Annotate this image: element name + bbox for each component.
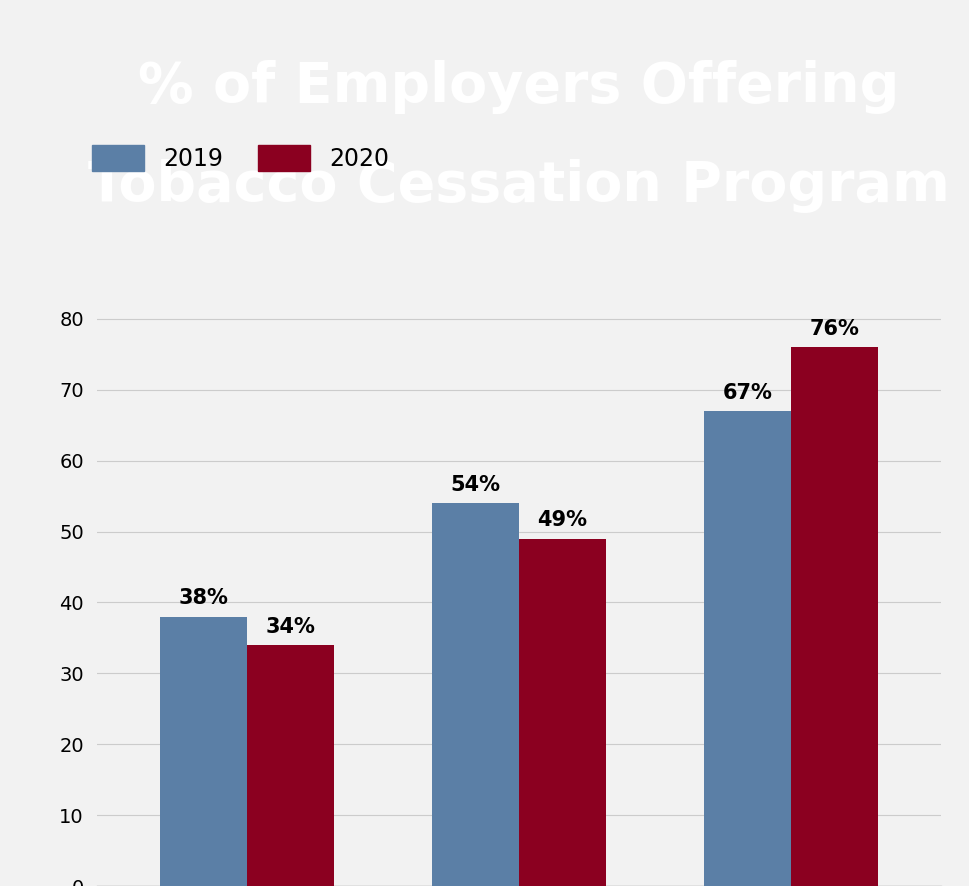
Text: 67%: 67% bbox=[722, 383, 771, 402]
Bar bbox=[246, 645, 333, 886]
Legend: 2019, 2020: 2019, 2020 bbox=[92, 145, 389, 171]
Text: Tobacco Cessation Program: Tobacco Cessation Program bbox=[88, 159, 949, 213]
Text: 76%: 76% bbox=[809, 319, 859, 338]
Text: 49%: 49% bbox=[537, 510, 587, 530]
Bar bbox=[791, 347, 877, 886]
Bar bbox=[160, 617, 246, 886]
Text: % of Employers Offering: % of Employers Offering bbox=[139, 60, 898, 113]
Bar bbox=[431, 503, 518, 886]
Bar bbox=[703, 411, 791, 886]
Text: 54%: 54% bbox=[450, 475, 500, 494]
Text: 34%: 34% bbox=[266, 617, 315, 636]
Text: 38%: 38% bbox=[178, 588, 228, 608]
Bar bbox=[518, 539, 606, 886]
